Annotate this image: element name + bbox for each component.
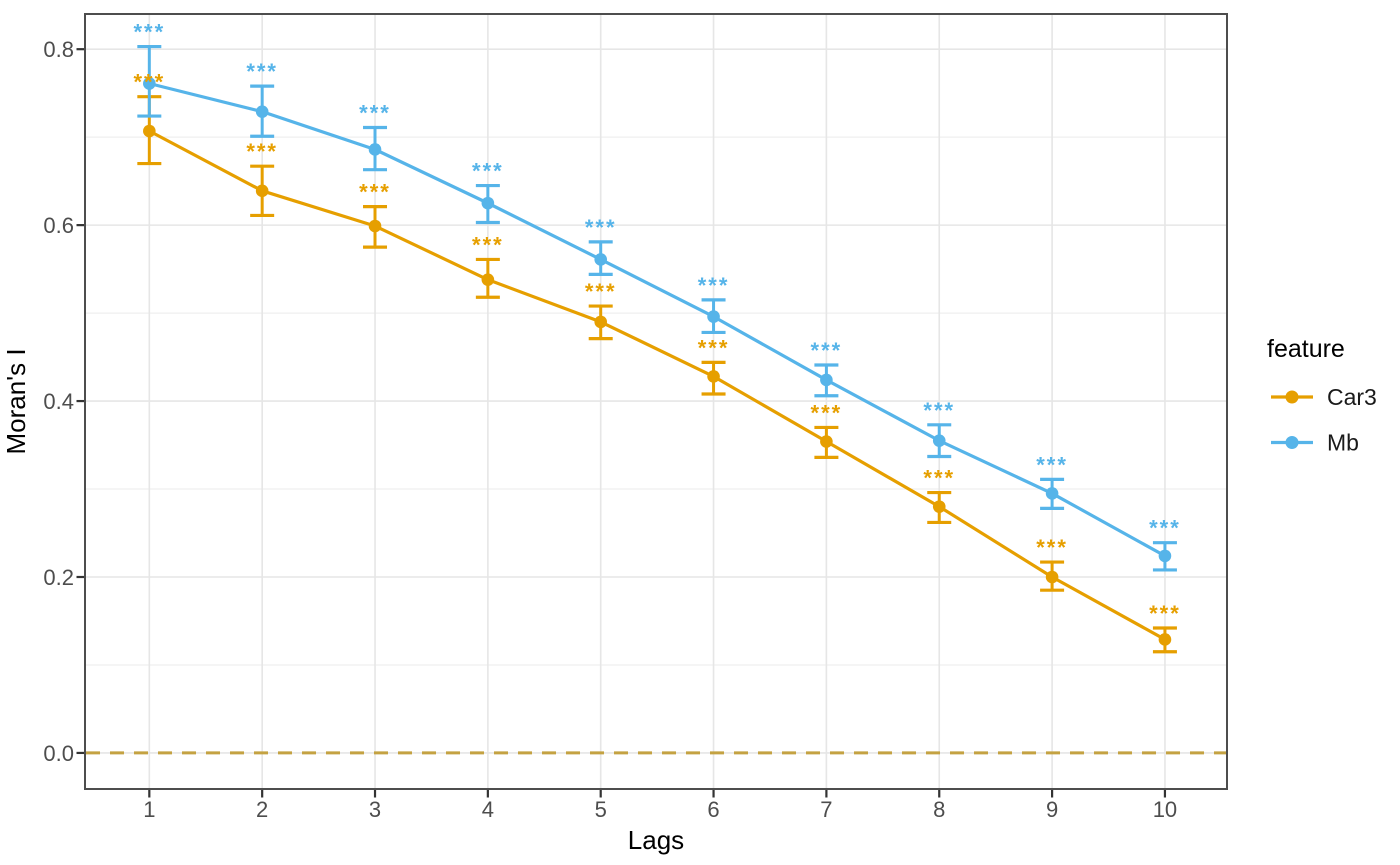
legend-key-point bbox=[1285, 436, 1299, 449]
data-point bbox=[255, 105, 269, 118]
data-point bbox=[143, 77, 156, 90]
significance-stars: *** bbox=[246, 139, 278, 164]
data-point bbox=[368, 143, 382, 156]
legend-entry-mb: Mb bbox=[1271, 430, 1359, 456]
data-point bbox=[820, 435, 833, 448]
significance-stars: *** bbox=[133, 70, 165, 95]
y-axis: 0.0 0.2 0.4 0.6 0.8 bbox=[43, 37, 84, 766]
x-tick-label: 8 bbox=[933, 797, 945, 822]
data-point bbox=[932, 500, 946, 513]
x-axis: 1 2 3 4 5 6 7 8 9 10 bbox=[143, 790, 1177, 822]
data-point bbox=[594, 253, 608, 266]
x-tick-label: 3 bbox=[369, 797, 381, 822]
x-tick-label: 7 bbox=[820, 797, 832, 822]
panel-border bbox=[84, 13, 1228, 790]
significance-stars: *** bbox=[472, 159, 504, 184]
significance-stars: *** bbox=[698, 273, 730, 298]
series-line bbox=[148, 81, 1166, 558]
significance-stars: *** bbox=[359, 100, 391, 125]
y-axis-title: Moran's I bbox=[1, 348, 31, 454]
legend-label: Mb bbox=[1327, 430, 1359, 456]
data-point bbox=[255, 184, 269, 198]
significance-stars: *** bbox=[811, 338, 843, 363]
data-point bbox=[1045, 570, 1059, 584]
series-mb bbox=[137, 44, 1177, 572]
data-point bbox=[143, 124, 156, 138]
significance-stars: *** bbox=[1149, 601, 1181, 626]
data-point bbox=[1158, 549, 1172, 563]
legend-key-point bbox=[1285, 390, 1299, 404]
significance-stars: *** bbox=[923, 398, 955, 423]
significance-stars: *** bbox=[585, 215, 617, 240]
data-point bbox=[707, 370, 720, 383]
data-point bbox=[820, 373, 833, 387]
x-tick-label: 10 bbox=[1153, 797, 1177, 822]
y-tick-label: 0.2 bbox=[43, 565, 74, 590]
y-tick-label: 0.4 bbox=[43, 389, 74, 414]
significance-stars: *** bbox=[698, 335, 730, 360]
significance-stars: *** bbox=[359, 180, 391, 205]
data-point bbox=[707, 310, 720, 323]
y-tick-label: 0.0 bbox=[43, 741, 74, 766]
data-point bbox=[481, 196, 495, 210]
significance-stars: *** bbox=[923, 466, 955, 491]
x-tick-label: 6 bbox=[707, 797, 719, 822]
significance-stars: *** bbox=[1149, 516, 1181, 541]
y-tick-label: 0.8 bbox=[43, 37, 74, 62]
significance-stars: *** bbox=[472, 232, 504, 257]
significance-stars-layer: *** *** *** *** *** *** *** *** *** *** *** *** *** *… bbox=[133, 20, 1181, 626]
legend-title: feature bbox=[1267, 335, 1345, 363]
legend: feature Car3 Mb bbox=[1267, 335, 1377, 456]
series-layer bbox=[137, 44, 1177, 654]
significance-stars: *** bbox=[246, 59, 278, 84]
series-line bbox=[148, 129, 1166, 641]
x-tick-label: 9 bbox=[1046, 797, 1058, 822]
x-axis-title: Lags bbox=[628, 825, 684, 855]
data-point bbox=[481, 273, 495, 286]
significance-stars: *** bbox=[1036, 535, 1068, 560]
data-point bbox=[1045, 487, 1059, 500]
significance-stars: *** bbox=[811, 400, 843, 425]
grid-layer bbox=[85, 14, 1227, 789]
x-tick-label: 2 bbox=[256, 797, 268, 822]
series-car3 bbox=[137, 95, 1177, 654]
data-point bbox=[368, 219, 382, 233]
data-point bbox=[594, 315, 608, 329]
significance-stars: *** bbox=[133, 20, 165, 45]
significance-stars: *** bbox=[1036, 452, 1068, 477]
legend-entry-car3: Car3 bbox=[1271, 384, 1377, 410]
data-point bbox=[1158, 633, 1172, 646]
legend-label: Car3 bbox=[1327, 384, 1377, 410]
data-point bbox=[932, 434, 946, 447]
x-tick-label: 5 bbox=[595, 797, 607, 822]
significance-stars: *** bbox=[585, 279, 617, 304]
x-tick-label: 4 bbox=[482, 797, 494, 822]
y-tick-label: 0.6 bbox=[43, 213, 74, 238]
x-tick-label: 1 bbox=[143, 797, 155, 822]
